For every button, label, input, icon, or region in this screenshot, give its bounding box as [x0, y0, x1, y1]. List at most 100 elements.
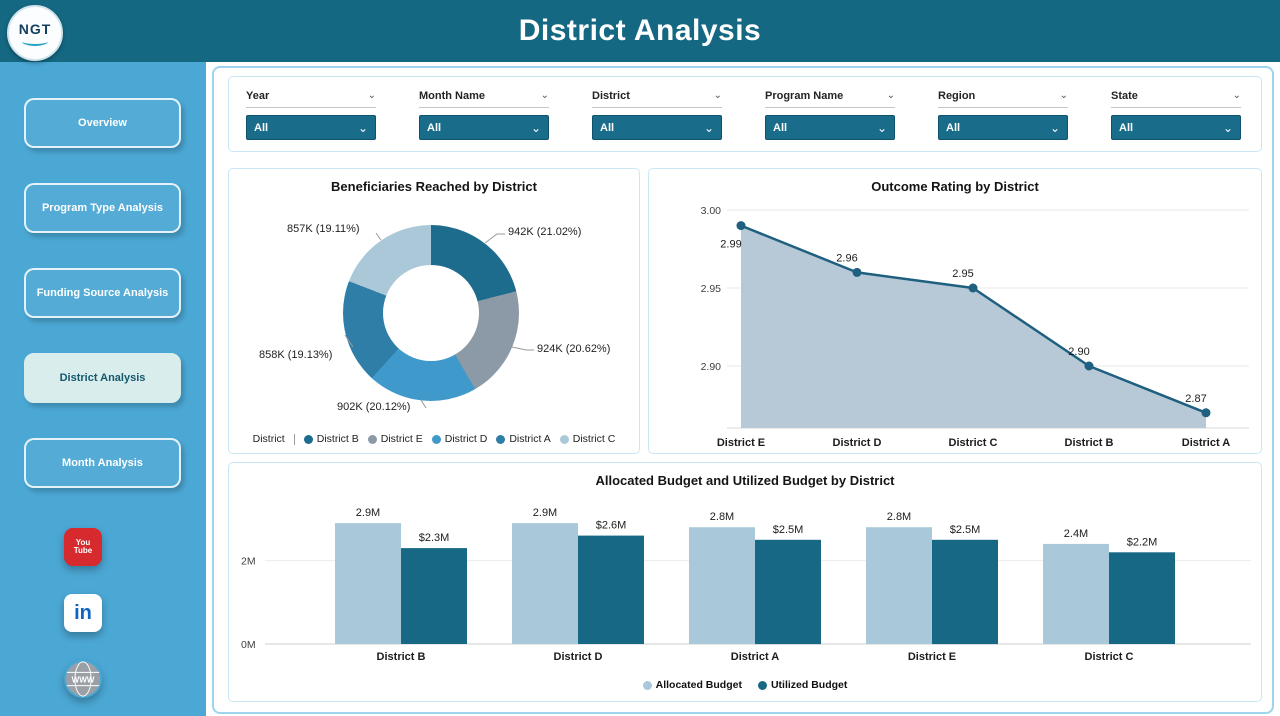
- page-title: District Analysis: [518, 14, 762, 47]
- svg-text:2.95: 2.95: [701, 283, 722, 295]
- donut-panel: Beneficiaries Reached by District 942K (…: [228, 168, 640, 454]
- sidebar-item-label: Overview: [78, 117, 127, 129]
- bar-panel: Allocated Budget and Utilized Budget by …: [228, 462, 1262, 702]
- filter-value: All: [600, 121, 615, 134]
- filter-dropdown[interactable]: All ⌄: [938, 115, 1068, 140]
- legend-item[interactable]: District D: [431, 433, 487, 445]
- ngt-logo: NGT: [7, 5, 63, 61]
- legend-dot: [757, 680, 767, 690]
- filter-dropdown[interactable]: All ⌄: [592, 115, 722, 140]
- chevron-down-icon[interactable]: ⌄: [540, 90, 549, 101]
- legend-item[interactable]: District C: [559, 433, 615, 445]
- bar-chart-svg[interactable]: 2M 0M 2.9M $2.3M District B 2.9M $2.6M District…: [229, 463, 1263, 703]
- globe-graphic: WWW: [65, 661, 101, 697]
- svg-text:WWW: WWW: [72, 675, 95, 684]
- svg-text:District D: District D: [833, 437, 882, 449]
- filter-label: Month Name: [419, 90, 485, 102]
- chevron-down-icon: ⌄: [876, 120, 887, 135]
- slice-label: 858K (19.13%): [259, 349, 333, 361]
- svg-text:$2.2M: $2.2M: [1127, 536, 1158, 548]
- filter-value: All: [254, 121, 269, 134]
- filter-value: All: [773, 121, 788, 134]
- svg-text:District E: District E: [717, 437, 765, 449]
- chevron-down-icon[interactable]: ⌄: [367, 90, 376, 101]
- svg-text:District C: District C: [1085, 651, 1134, 663]
- filter-state: State ⌄ All ⌄: [1111, 90, 1241, 151]
- legend-item[interactable]: Utilized Budget: [757, 679, 847, 691]
- website-icon[interactable]: WWW: [64, 660, 102, 698]
- filter-dropdown[interactable]: All ⌄: [419, 115, 549, 140]
- filter-label: Program Name: [765, 90, 844, 102]
- chevron-down-icon: ⌄: [1222, 120, 1233, 135]
- line-chart-svg[interactable]: 3.00 2.95 2.90 2.99 District E 2.96 District D…: [649, 169, 1263, 455]
- filter-label: District: [592, 90, 630, 102]
- legend-dot: [303, 434, 313, 444]
- filter-dropdown[interactable]: All ⌄: [1111, 115, 1241, 140]
- svg-text:0M: 0M: [241, 639, 256, 651]
- legend-dot: [642, 680, 652, 690]
- filter-region: Region ⌄ All ⌄: [938, 90, 1068, 151]
- svg-text:2.90: 2.90: [701, 361, 722, 373]
- sidebar-item-funding-source-analysis[interactable]: Funding Source Analysis: [24, 268, 181, 318]
- slice-label: 857K (19.11%): [287, 223, 360, 235]
- svg-text:District D: District D: [554, 651, 603, 663]
- linkedin-label: in: [74, 601, 92, 624]
- filter-value: All: [427, 121, 442, 134]
- filter-bar: Year ⌄ All ⌄ Month Name ⌄ All ⌄ District…: [228, 76, 1262, 152]
- legend-item[interactable]: District E: [367, 433, 423, 445]
- filter-value: All: [1119, 121, 1134, 134]
- chevron-down-icon[interactable]: ⌄: [713, 90, 722, 101]
- sidebar-item-label: Funding Source Analysis: [36, 287, 169, 299]
- chevron-down-icon[interactable]: ⌄: [886, 90, 895, 101]
- chevron-down-icon: ⌄: [703, 120, 714, 135]
- filter-district: District ⌄ All ⌄: [592, 90, 722, 151]
- sidebar-item-month-analysis[interactable]: Month Analysis: [24, 438, 181, 488]
- youtube-icon[interactable]: You Tube: [64, 528, 102, 566]
- sidebar-item-label: Month Analysis: [62, 457, 143, 469]
- filter-label: Year: [246, 90, 270, 102]
- chart-title: Allocated Budget and Utilized Budget by …: [595, 473, 895, 488]
- sidebar-item-label: Program Type Analysis: [41, 202, 164, 214]
- filter-dropdown[interactable]: All ⌄: [765, 115, 895, 140]
- svg-text:District A: District A: [1182, 437, 1231, 449]
- svg-text:2.4M: 2.4M: [1064, 528, 1088, 540]
- legend-item[interactable]: District B: [303, 433, 359, 445]
- slice-label: 902K (20.12%): [337, 401, 411, 413]
- chart-title: Beneficiaries Reached by District: [331, 179, 537, 194]
- filter-label: State: [1111, 90, 1138, 102]
- svg-text:3.00: 3.00: [701, 205, 722, 217]
- sidebar-item-program-type-analysis[interactable]: Program Type Analysis: [24, 183, 181, 233]
- svg-text:District B: District B: [377, 651, 426, 663]
- svg-text:District B: District B: [1065, 437, 1114, 449]
- legend-item[interactable]: District A: [496, 433, 551, 445]
- chevron-down-icon[interactable]: ⌄: [1232, 90, 1241, 101]
- sidebar-item-district-analysis[interactable]: District Analysis: [24, 353, 181, 403]
- svg-text:District A: District A: [731, 651, 780, 663]
- chevron-down-icon: ⌄: [1049, 120, 1060, 135]
- legend-item[interactable]: Allocated Budget: [642, 679, 742, 691]
- linkedin-icon[interactable]: in: [64, 594, 102, 632]
- filter-dropdown[interactable]: All ⌄: [246, 115, 376, 140]
- donut-legend: District District B District E District …: [229, 433, 639, 445]
- legend-separator: [293, 433, 295, 445]
- logo-text: NGT: [18, 20, 52, 37]
- legend-dot: [496, 434, 506, 444]
- svg-text:$2.5M: $2.5M: [950, 524, 981, 536]
- line-panel: Outcome Rating by District 3.00 2.95 2.90 2…: [648, 168, 1262, 454]
- chevron-down-icon: ⌄: [530, 120, 541, 135]
- filter-label: Region: [938, 90, 976, 102]
- sidebar-item-label: District Analysis: [59, 372, 146, 384]
- sidebar-item-overview[interactable]: Overview: [24, 98, 181, 148]
- legend-dot: [367, 434, 377, 444]
- svg-text:$2.6M: $2.6M: [596, 520, 627, 532]
- bar-legend: Allocated Budget Utilized Budget: [229, 679, 1261, 691]
- chevron-down-icon[interactable]: ⌄: [1059, 90, 1068, 101]
- svg-text:2.90: 2.90: [1068, 346, 1089, 358]
- slice-label: 942K (21.02%): [508, 226, 582, 238]
- legend-dot: [559, 434, 569, 444]
- svg-text:2.8M: 2.8M: [710, 511, 734, 523]
- svg-text:2.96: 2.96: [836, 252, 857, 264]
- legend-dot: [431, 434, 441, 444]
- donut-chart[interactable]: [343, 225, 519, 401]
